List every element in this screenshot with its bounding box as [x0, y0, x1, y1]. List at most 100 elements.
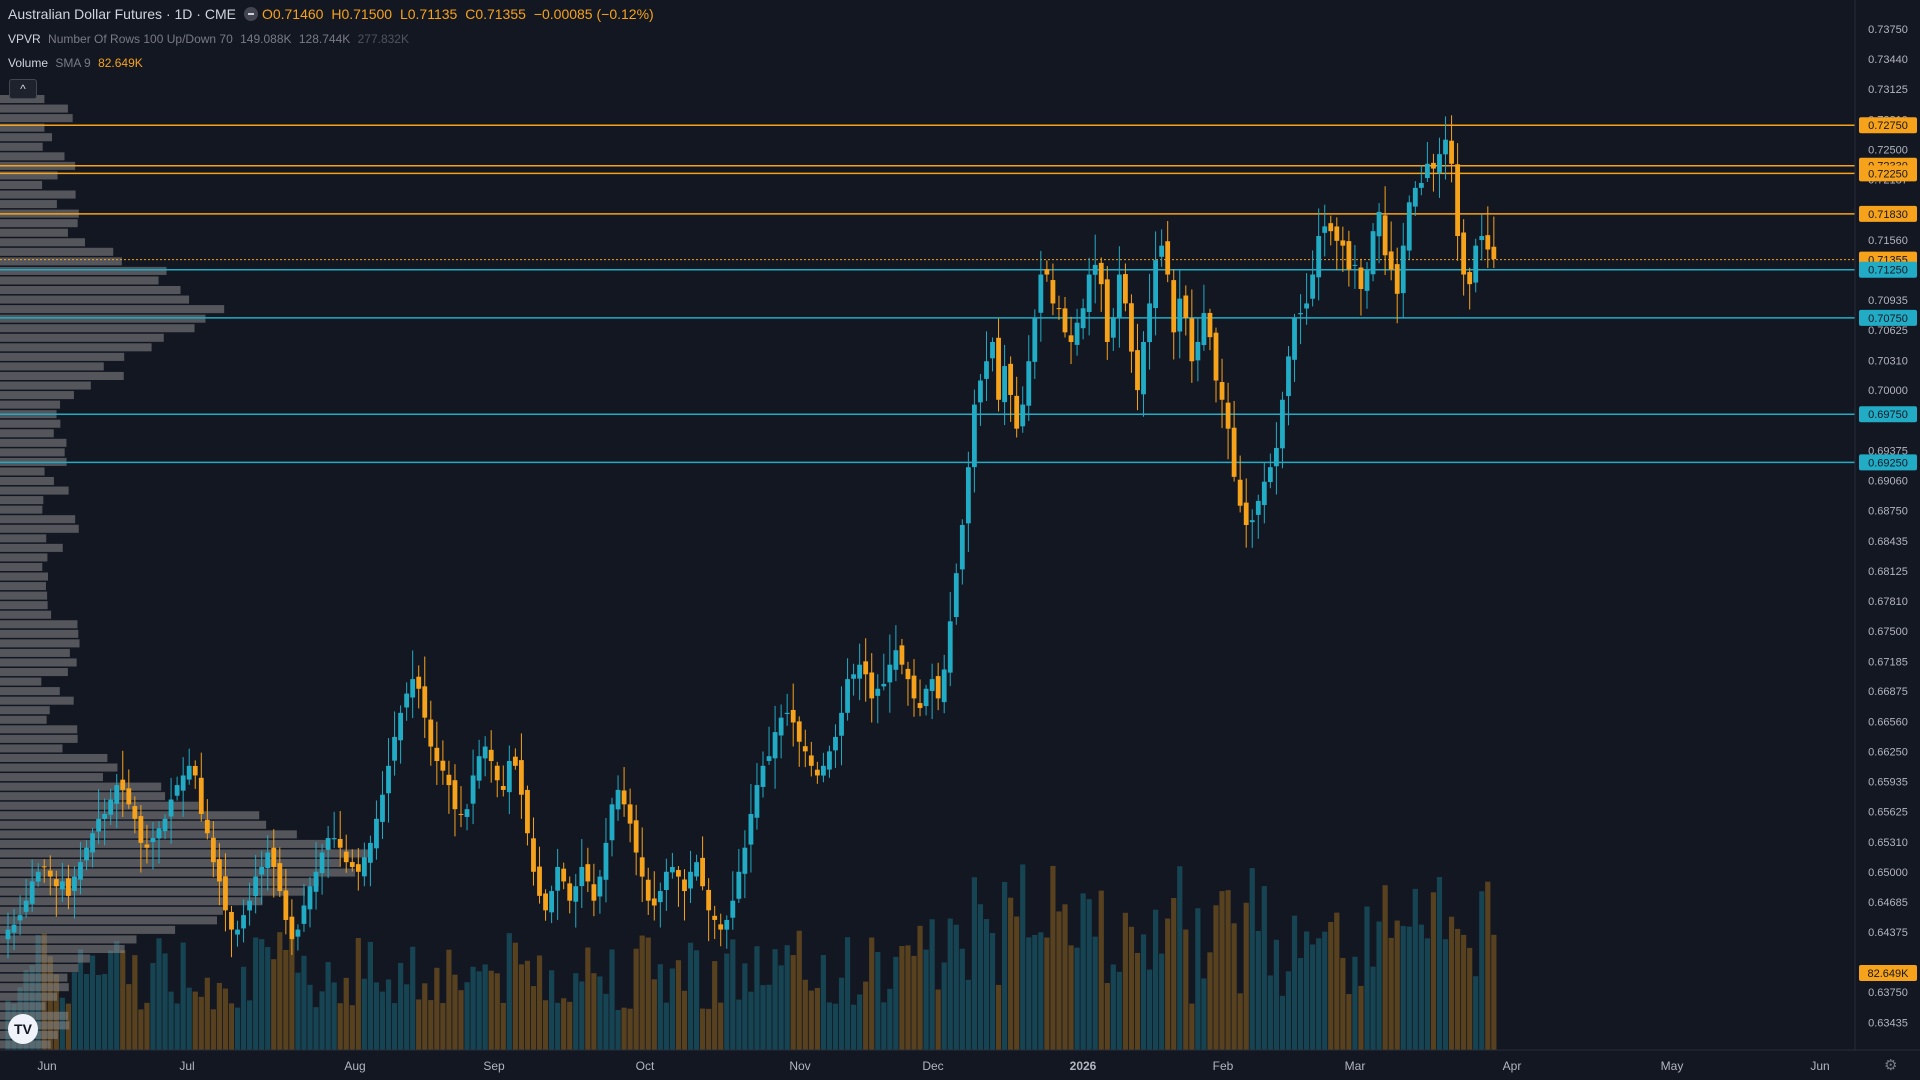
volume-bar	[881, 1002, 887, 1050]
volume-bar	[627, 1008, 633, 1050]
volume-bar	[826, 1002, 833, 1050]
y-tick-label: 0.66875	[1868, 686, 1908, 698]
candle-body	[1189, 318, 1195, 362]
volume-bar	[1098, 890, 1104, 1050]
volume-bar	[790, 955, 796, 1050]
volume-bar	[929, 919, 935, 1050]
symbol-title[interactable]: Australian Dollar Futures · 1D · CME	[8, 6, 236, 22]
candle-body	[289, 916, 295, 940]
profile-row	[0, 152, 65, 161]
price-level-tag	[1859, 261, 1917, 278]
time-axis: Jun Jul Aug Sep Oct Nov Dec 2026 Feb Mar Apr May Jun	[37, 1059, 1829, 1073]
candle-body	[1231, 427, 1237, 477]
volume-bar	[156, 938, 162, 1050]
candle-body	[5, 929, 11, 940]
volume-bar	[1092, 936, 1098, 1050]
profile-row	[0, 190, 76, 199]
volume-bar	[168, 991, 174, 1050]
candle-body	[1129, 303, 1134, 352]
volume-bar	[1171, 897, 1177, 1050]
candle-body	[1098, 262, 1104, 285]
volume-bar	[615, 1009, 621, 1050]
volume-bar	[983, 919, 990, 1050]
vpvr-down: 128.744K	[298, 32, 351, 46]
volume-bar	[1086, 899, 1092, 1050]
candle-body	[917, 703, 923, 709]
volume-bar	[1201, 978, 1207, 1050]
price-level-tag	[1859, 454, 1917, 471]
candle-body	[1437, 154, 1442, 174]
candle-body	[1123, 274, 1128, 304]
volume-bar	[319, 991, 325, 1050]
profile-row	[0, 219, 78, 228]
profile-row	[0, 753, 108, 762]
volume-bar	[301, 955, 307, 1050]
profile-row	[0, 1011, 69, 1020]
hide-icon[interactable]	[243, 7, 258, 21]
y-tick-label: 0.64685	[1868, 897, 1908, 909]
profile-row	[0, 925, 176, 934]
profile-row	[0, 200, 57, 209]
candle-body	[543, 893, 548, 911]
volume-bar	[524, 960, 531, 1050]
volume-bar	[953, 924, 959, 1050]
volume-bar	[1062, 904, 1068, 1050]
candle-body	[102, 813, 108, 819]
candle-body	[911, 675, 917, 699]
candle-body	[144, 844, 150, 848]
ohlc-low: L0.71135	[399, 6, 458, 22]
profile-row	[0, 247, 114, 256]
candle-body	[941, 669, 947, 703]
volume-bar	[1128, 926, 1135, 1050]
candle-body	[1340, 240, 1346, 246]
volume-bar	[549, 970, 555, 1050]
volume-bar	[349, 1005, 355, 1050]
candle-body	[1491, 246, 1497, 260]
candle-body	[1412, 187, 1418, 207]
gear-icon[interactable]: ⚙	[1884, 1057, 1898, 1074]
volume-bar	[277, 932, 283, 1050]
candle-body	[506, 761, 512, 793]
candle-body	[1135, 350, 1140, 391]
profile-row	[0, 534, 47, 543]
volume-bar	[995, 984, 1002, 1050]
candle-body	[301, 905, 307, 924]
candle-body	[923, 688, 929, 707]
price-level-label: 0.71250	[1868, 265, 1908, 277]
profile-row	[0, 878, 319, 887]
candle-body	[253, 876, 259, 897]
candle-body	[1165, 241, 1171, 275]
price-level-tag	[1859, 205, 1917, 222]
volume-bar	[573, 973, 579, 1050]
collapse-legend-button[interactable]: ^	[9, 79, 37, 99]
candle-body	[887, 664, 893, 683]
profile-row	[0, 324, 195, 333]
volume-bar	[1014, 916, 1020, 1050]
tradingview-logo[interactable]: TV	[8, 1014, 38, 1044]
volume-bar	[1008, 897, 1014, 1050]
volume-bar	[283, 949, 289, 1050]
volume-bar	[452, 974, 458, 1050]
candle-body	[748, 813, 754, 845]
volume-bar	[77, 949, 84, 1050]
ohlc-close: C0.71355	[465, 6, 526, 22]
candle-body	[1014, 395, 1020, 429]
volume-legend[interactable]: Volume SMA 9 82.649K	[8, 56, 147, 70]
volume-bar	[1074, 947, 1080, 1050]
candle-body	[464, 809, 470, 817]
vpvr-legend[interactable]: VPVR Number Of Rows 100 Up/Down 70 149.0…	[8, 32, 413, 46]
y-tick-label: 0.69375	[1868, 445, 1908, 457]
candle-body	[875, 688, 881, 696]
volume-bar	[591, 973, 597, 1050]
price-level-label: 0.69250	[1868, 457, 1908, 469]
candle-body	[1080, 308, 1086, 329]
volume-bar	[192, 991, 198, 1050]
volume-bar	[530, 986, 537, 1050]
candle-body	[1280, 399, 1285, 449]
candle-body	[790, 709, 796, 723]
profile-row	[0, 916, 217, 925]
volume-bar	[307, 984, 313, 1050]
candle-body	[561, 868, 567, 882]
volume-bar	[1352, 956, 1358, 1050]
